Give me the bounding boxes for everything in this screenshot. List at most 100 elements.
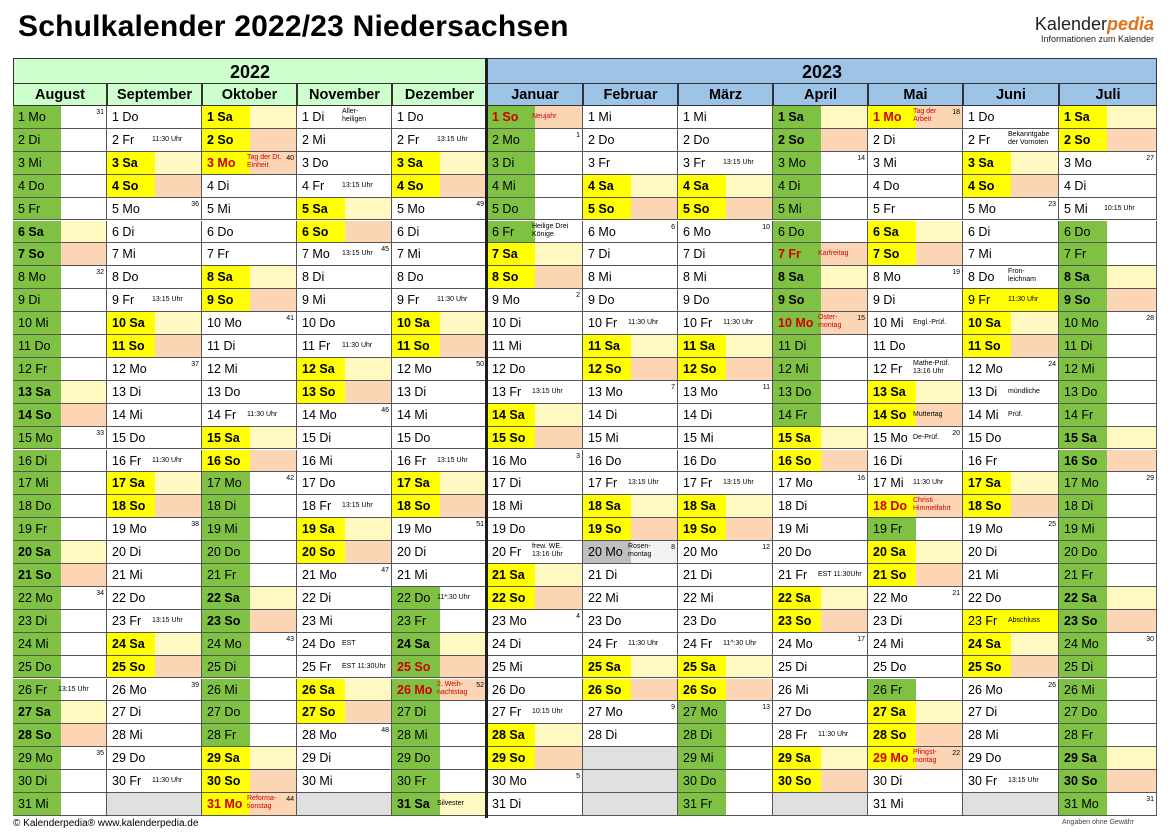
week-number: 40 [286, 154, 294, 162]
day-label: 18 Do [868, 495, 916, 518]
day-label: 6 So [297, 220, 345, 243]
month-header: September [107, 84, 202, 106]
day-cell: 5 Fr [13, 197, 107, 221]
day-label: 31 Sa [392, 793, 440, 815]
day-label: 27 Do [202, 701, 250, 724]
day-note: 11:30 Uhr [628, 319, 659, 327]
day-label: 11 Fr [302, 339, 331, 353]
day-label: 17 Mo [1059, 472, 1107, 495]
day-cell: 4 Sa [583, 174, 678, 198]
day-cell: 3 Mo 27 [1059, 151, 1157, 175]
day-note: 13:15 Uhr [342, 181, 373, 189]
day-label: 7 So [13, 243, 61, 266]
day-label: 28 Sa [487, 724, 535, 747]
day-label: 11 So [392, 335, 440, 357]
day-cell: 19 So [678, 518, 773, 542]
day-cell: 12 Fr [13, 357, 107, 381]
day-label: 2 Mo [487, 128, 535, 151]
day-cell: 5 Mi [202, 197, 297, 221]
day-cell: 8 Sa [1059, 266, 1157, 290]
day-label: 15 Mo [13, 426, 61, 449]
day-label: 16 So [1059, 449, 1107, 472]
week-number: 19 [952, 269, 960, 277]
day-cell: 2 Mi [297, 128, 392, 152]
day-note: 11*:30 Uhr [437, 593, 470, 601]
day-label: 15 Do [397, 430, 431, 445]
week-number: 6 [671, 223, 675, 231]
day-label: 11 So [107, 335, 155, 357]
day-cell: 28 So [868, 724, 963, 748]
day-label: 25 Do [13, 655, 61, 678]
day-cell: 10 Mo Oster- montag 15 [773, 312, 868, 335]
day-note: Muttertag [913, 410, 943, 418]
day-label: 22 Sa [202, 586, 250, 609]
day-cell: 12 Sa [297, 357, 392, 381]
day-label: 28 Fr [1059, 724, 1107, 747]
day-cell: 29 Mo 35 [13, 747, 107, 771]
day-cell [773, 793, 868, 816]
day-cell: 30 Fr 13:15 Uhr [963, 770, 1059, 793]
day-label: 9 So [202, 289, 250, 312]
day-label: 17 Mo [202, 472, 250, 495]
day-cell: 5 Fr [868, 197, 963, 221]
day-label: 26 Mi [202, 678, 250, 701]
day-cell: 17 Fr 13:15 Uhr [583, 472, 678, 496]
day-label: 20 Di [397, 545, 427, 560]
day-note: Abschluss [1008, 616, 1040, 624]
day-label: 10 Mo [207, 316, 242, 331]
day-label: 24 Sa [392, 632, 440, 655]
day-label: 16 Di [13, 449, 61, 472]
day-cell: 6 Mo 10 [678, 220, 773, 244]
day-label: 1 So [487, 106, 535, 128]
day-cell: 6 Di [107, 220, 202, 244]
day-cell: 1 Mi [583, 106, 678, 129]
day-label: 28 Mi [392, 724, 440, 747]
day-label: 7 Fr [1059, 243, 1107, 266]
day-label: 12 Mi [773, 357, 821, 380]
day-label: 5 So [678, 197, 726, 220]
day-label: 18 Sa [583, 495, 631, 518]
day-label: 24 Fr [588, 636, 618, 651]
day-cell: 22 Do [963, 586, 1059, 610]
day-cell: 16 Mi [297, 449, 392, 473]
week-number: 39 [191, 681, 199, 689]
week-number: 16 [857, 475, 865, 483]
day-cell: 1 So Neujahr [487, 106, 583, 129]
day-label: 5 Mo [968, 201, 996, 216]
day-cell: 21 So [868, 564, 963, 587]
week-number: 14 [857, 154, 865, 162]
day-label: 28 Mi [112, 728, 143, 743]
day-cell: 16 Fr 11:30 Uhr [107, 449, 202, 473]
day-cell: 22 Do 11*:30 Uhr [392, 586, 487, 610]
day-label: 1 Mi [588, 110, 612, 124]
day-label: 21 Sa [487, 564, 535, 586]
day-label: 5 Mi [207, 201, 231, 216]
day-note: 11:30 Uhr [152, 135, 183, 143]
day-note: 13:15 Uhr [723, 158, 754, 166]
day-label: 1 Do [968, 110, 995, 124]
day-cell: 10 Sa [963, 312, 1059, 335]
day-cell: 26 Do [487, 678, 583, 702]
day-label: 8 Sa [1059, 266, 1107, 289]
day-label: 25 Fr [302, 659, 332, 674]
day-cell: 16 So [1059, 449, 1157, 473]
week-number: 13 [762, 704, 770, 712]
day-cell: 1 Do [963, 106, 1059, 129]
day-label: 2 Fr [968, 132, 991, 147]
day-cell: 19 Fr [868, 518, 963, 542]
day-label: 17 Mo [778, 476, 813, 491]
day-label: 25 Di [202, 655, 250, 678]
day-label: 16 Fr [112, 453, 142, 468]
day-label: 27 Do [1059, 701, 1107, 724]
day-cell: 29 Di [297, 747, 392, 771]
day-cell: 17 Sa [107, 472, 202, 496]
month-header: März [678, 84, 773, 106]
day-cell: 7 Di [583, 243, 678, 267]
day-cell: 15 Sa [773, 426, 868, 450]
logo-subtitle: Informationen zum Kalender [1040, 34, 1154, 44]
day-note: frew. WE. 13:16 Uhr [532, 543, 563, 559]
day-cell: 3 Fr 13:15 Uhr [678, 151, 773, 175]
day-cell: 21 Mi [107, 564, 202, 587]
day-label: 23 Di [873, 613, 903, 628]
day-cell: 14 Sa [487, 403, 583, 427]
